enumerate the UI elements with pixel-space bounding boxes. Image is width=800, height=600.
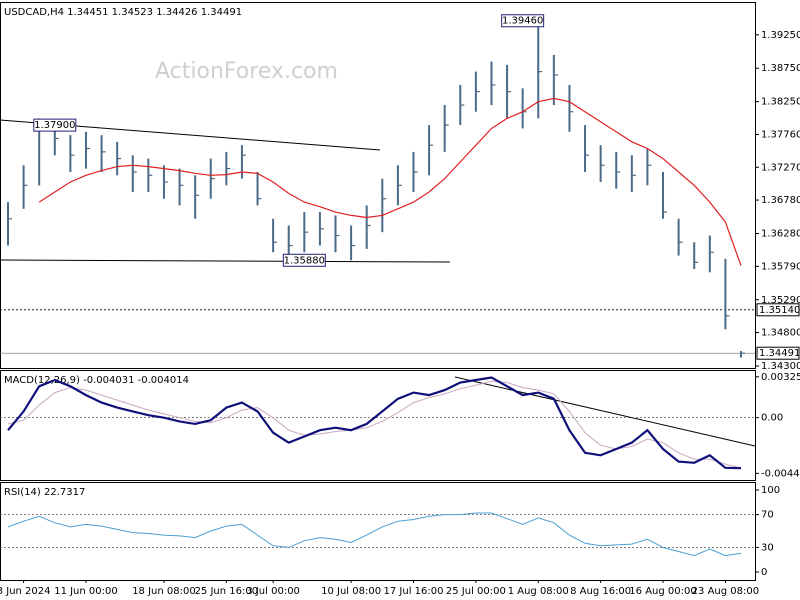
y-tick-label: 70 [761, 510, 774, 521]
x-tick-label: 18 Jun 08:00 [132, 586, 196, 597]
x-tick-label: 25 Jun 16:00 [195, 586, 259, 597]
macd-trendline [454, 376, 756, 447]
watermark: ActionForex.com [155, 59, 338, 84]
x-tick-label: 16 Aug 00:00 [629, 586, 696, 597]
annotation-label: 1.39460 [502, 16, 543, 27]
series-line [7, 512, 742, 557]
y-tick-label: 100 [761, 485, 780, 496]
x-tick-label: 1 Aug 08:00 [508, 586, 569, 597]
x-tick-label: 3 Jul 00:00 [246, 586, 300, 597]
price-label-box [756, 346, 800, 360]
price-label-box [756, 303, 800, 317]
y-tick-label: 1.36280 [761, 229, 800, 240]
y-tick-label: 1.38250 [761, 97, 800, 108]
annotation-box [33, 118, 77, 132]
panel-frame [0, 370, 756, 481]
x-tick-label: 8 Aug 16:00 [570, 586, 631, 597]
y-tick-label: 30 [761, 542, 774, 553]
x-tick-label: 17 Jul 16:00 [384, 586, 444, 597]
panel-title: USDCAD,H4 1.34451 1.34523 1.34426 1.3449… [4, 7, 242, 18]
y-tick-label: -0.004439 [761, 468, 800, 479]
annotation-label: 1.35880 [284, 255, 325, 266]
y-tick-label: 1.35290 [761, 295, 800, 306]
price-annotation: 1.35880 [282, 253, 326, 267]
annotation-label: 1.37900 [34, 120, 75, 131]
x-tick-label: 11 Jun 00:00 [54, 586, 118, 597]
panel-title: RSI(14) 22.7317 [4, 487, 85, 498]
y-tick-label: 0.00 [761, 413, 783, 424]
price-label: 1.34491 [759, 348, 800, 359]
y-tick-label: 0 [761, 567, 767, 578]
price-annotation: 1.39460 [501, 14, 545, 28]
price-annotation: 1.37900 [33, 118, 77, 132]
y-tick-label: 1.38750 [761, 63, 800, 74]
price-label: 1.35140 [759, 305, 800, 316]
series-line [38, 97, 742, 266]
y-tick-label: 1.37760 [761, 129, 800, 140]
x-tick-label: 10 Jul 08:00 [321, 586, 381, 597]
panel-frame [0, 482, 756, 581]
y-tick-label: 1.37270 [761, 162, 800, 173]
y-tick-label: 1.35790 [761, 261, 800, 272]
panel-frame [0, 2, 756, 369]
x-tick-label: 25 Jul 00:00 [446, 586, 506, 597]
y-tick-label: 1.34800 [761, 328, 800, 339]
y-tick-label: 1.34300 [761, 361, 800, 372]
annotation-box [501, 14, 545, 28]
y-tick-label: 0.003259 [761, 372, 800, 383]
panel-title: MACD(12,26,9) -0.004031 -0.004014 [4, 375, 189, 386]
x-tick-label: 3 Jun 2024 [0, 586, 50, 597]
x-tick-label: 23 Aug 08:00 [692, 586, 759, 597]
y-tick-label: 1.36780 [761, 195, 800, 206]
y-tick-label: 1.39250 [761, 30, 800, 41]
series-line [7, 376, 742, 470]
series-line [7, 380, 742, 469]
support-line [0, 259, 451, 263]
annotation-box [282, 253, 326, 267]
